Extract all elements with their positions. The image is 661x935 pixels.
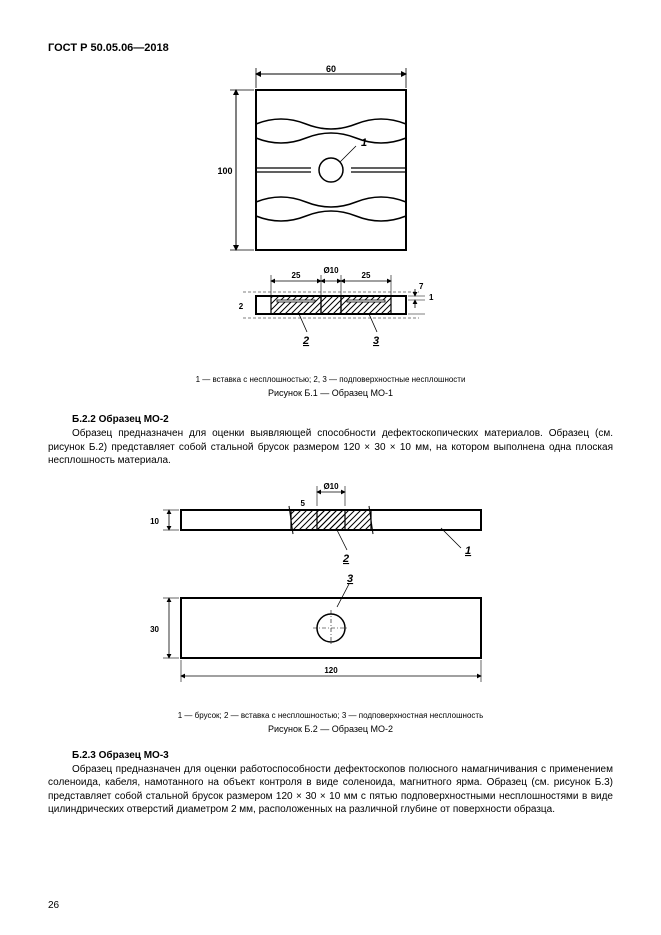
- figure-b1-legend: 1 — вставка с несплошностью; 2, 3 — подп…: [48, 375, 613, 384]
- dim-2: 2: [238, 302, 243, 311]
- label-3b: 3: [347, 573, 353, 585]
- page-number: 26: [48, 900, 59, 911]
- section-b23-title: Б.2.3 Образец МО-3: [48, 750, 613, 761]
- dim-5: 5: [300, 499, 305, 508]
- dim-25b: 25: [361, 271, 370, 280]
- label-2: 2: [302, 335, 309, 347]
- label-2b: 2: [342, 553, 349, 565]
- figure-b1: 60 100: [48, 64, 613, 369]
- dim-30: 30: [150, 625, 159, 634]
- dim-60: 60: [325, 64, 335, 74]
- dim-7: 7: [419, 282, 424, 291]
- doc-header: ГОСТ Р 50.05.06—2018: [48, 42, 613, 54]
- dim-120: 120: [324, 666, 338, 675]
- figure-b2-legend: 1 — брусок; 2 — вставка с несплошностью;…: [48, 711, 613, 720]
- dim-25a: 25: [291, 271, 300, 280]
- figure-b2-caption: Рисунок Б.2 — Образец МО-2: [48, 724, 613, 734]
- label-1: 1: [361, 137, 367, 149]
- section-b22-title: Б.2.2 Образец МО-2: [48, 414, 613, 425]
- label-1b: 1: [465, 545, 471, 557]
- section-b23-text: Образец предназначен для оценки работосп…: [48, 763, 613, 817]
- figure-b1-caption: Рисунок Б.1 — Образец МО-1: [48, 388, 613, 398]
- dim-100: 100: [217, 166, 232, 176]
- figure-b2: Ø10 5 10 1 2: [48, 480, 613, 705]
- dim-d10-2: Ø10: [323, 482, 339, 491]
- label-3: 3: [373, 335, 379, 347]
- dim-10: 10: [150, 517, 159, 526]
- section-b22-text: Образец предназначен для оценки выявляющ…: [48, 427, 613, 468]
- dim-1: 1: [429, 293, 434, 302]
- dim-d10: Ø10: [323, 266, 339, 275]
